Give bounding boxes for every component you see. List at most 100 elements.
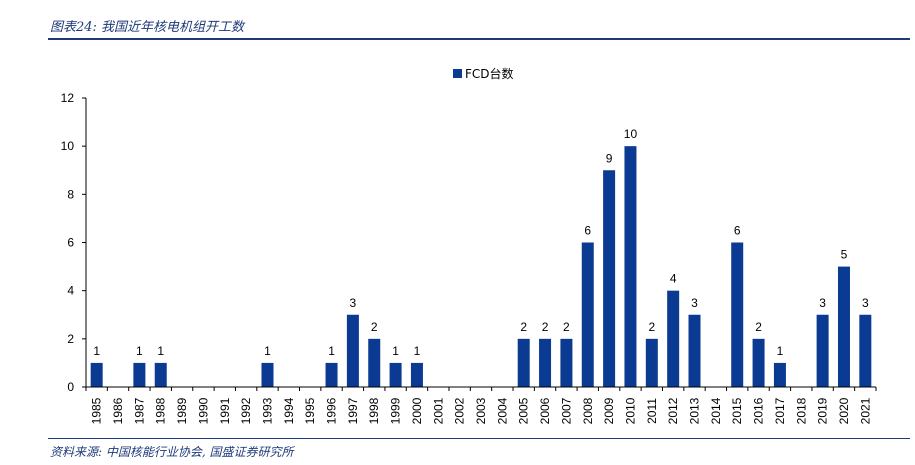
x-tick-label: 1988 — [154, 397, 168, 424]
figure-title: 图表24: 我国近年核电机组开工数 — [50, 20, 245, 35]
bar — [261, 362, 274, 387]
x-tick-label: 1993 — [260, 397, 274, 424]
x-tick-label: 2005 — [517, 397, 531, 424]
bar — [581, 242, 594, 387]
data-label: 4 — [670, 272, 677, 286]
x-tick-label: 2018 — [794, 397, 808, 424]
y-tick-label: 12 — [61, 91, 75, 105]
x-tick-label: 2012 — [666, 397, 680, 424]
x-tick-label: 1999 — [389, 397, 403, 424]
x-tick-label: 1989 — [175, 397, 189, 424]
bar — [539, 338, 552, 387]
data-label: 1 — [328, 344, 335, 358]
bar — [517, 338, 530, 387]
data-label: 3 — [691, 296, 698, 310]
x-tick-label: 1985 — [90, 397, 104, 424]
x-tick-label: 2001 — [431, 397, 445, 424]
x-tick-label: 2009 — [602, 397, 616, 424]
legend: FCD台数 — [453, 66, 514, 81]
data-label: 1 — [777, 344, 784, 358]
x-tick-label: 1990 — [196, 397, 210, 424]
x-tick-label: 1994 — [282, 397, 296, 424]
x-tick-label: 2008 — [581, 397, 595, 424]
x-tick-label: 1986 — [111, 397, 125, 424]
x-tick-label: 2000 — [410, 397, 424, 424]
data-label: 3 — [350, 296, 357, 310]
bar — [731, 242, 744, 387]
data-label: 2 — [520, 320, 527, 334]
data-label: 1 — [264, 344, 271, 358]
x-tick-label: 2019 — [816, 397, 830, 424]
x-tick-label: 1998 — [367, 397, 381, 424]
data-label: 1 — [136, 344, 143, 358]
source-note: 资料来源: 中国核能行业协会, 国盛证券研究所 — [50, 445, 294, 459]
data-label: 1 — [414, 344, 421, 358]
x-tick-label: 2002 — [453, 397, 467, 424]
bar — [816, 314, 829, 387]
data-label: 2 — [648, 320, 655, 334]
data-label: 6 — [734, 224, 741, 238]
y-tick-label: 4 — [67, 284, 74, 298]
y-axis: 0 2 4 6 8 10 12 — [61, 91, 87, 394]
bar — [624, 146, 637, 387]
source-divider — [48, 438, 910, 439]
bar — [667, 290, 680, 387]
bar — [133, 362, 146, 387]
bar — [752, 338, 765, 387]
data-label: 1 — [392, 344, 399, 358]
legend-swatch — [453, 69, 462, 78]
x-tick-label: 2013 — [688, 397, 702, 424]
bar — [560, 338, 573, 387]
x-tick-label: 2010 — [623, 397, 637, 424]
x-tick-label: 2014 — [709, 397, 723, 424]
bar — [389, 362, 402, 387]
bar — [368, 338, 381, 387]
x-tick-label: 2015 — [730, 397, 744, 424]
data-label: 2 — [542, 320, 549, 334]
bar — [837, 266, 850, 387]
x-tick-label: 1992 — [239, 397, 253, 424]
data-label: 2 — [755, 320, 762, 334]
y-tick-label: 0 — [67, 380, 74, 394]
data-label: 6 — [584, 224, 591, 238]
x-tick-label: 2016 — [752, 397, 766, 424]
legend-label: FCD台数 — [465, 66, 514, 81]
x-tick-label: 2017 — [773, 397, 787, 424]
data-label: 2 — [371, 320, 378, 334]
y-tick-label: 10 — [61, 139, 75, 153]
data-label: 1 — [157, 344, 164, 358]
x-tick-label: 2003 — [474, 397, 488, 424]
title-divider — [48, 38, 910, 40]
x-tick-label: 1991 — [218, 397, 232, 424]
x-tick-label: 2011 — [645, 398, 659, 424]
x-tick-label: 2007 — [559, 397, 573, 424]
bar — [346, 314, 359, 387]
bar — [859, 314, 872, 387]
x-tick-label: 1997 — [346, 397, 360, 424]
data-label: 1 — [93, 344, 100, 358]
bar — [410, 362, 423, 387]
bar — [603, 170, 616, 387]
y-tick-label: 2 — [67, 332, 74, 346]
bar — [325, 362, 338, 387]
x-tick-label: 2020 — [837, 397, 851, 424]
x-tick-label: 2021 — [858, 397, 872, 424]
y-tick-label: 6 — [67, 236, 74, 250]
data-label: 2 — [563, 320, 570, 334]
y-tick-label: 8 — [67, 187, 74, 201]
bar — [773, 362, 786, 387]
x-tick-label: 2004 — [495, 397, 509, 424]
bars — [90, 146, 872, 387]
bar — [90, 362, 103, 387]
x-axis: 1985 1986 1987 1988 1989 1990 1991 1992 1993 1994… — [85, 386, 877, 424]
x-tick-label: 2006 — [538, 397, 552, 424]
data-label: 5 — [841, 248, 848, 262]
data-label: 3 — [862, 296, 869, 310]
x-tick-label: 1995 — [303, 397, 317, 424]
data-label: 9 — [606, 151, 613, 165]
data-label: 10 — [624, 127, 638, 141]
bar — [688, 314, 701, 387]
x-tick-label: 1996 — [325, 397, 339, 424]
